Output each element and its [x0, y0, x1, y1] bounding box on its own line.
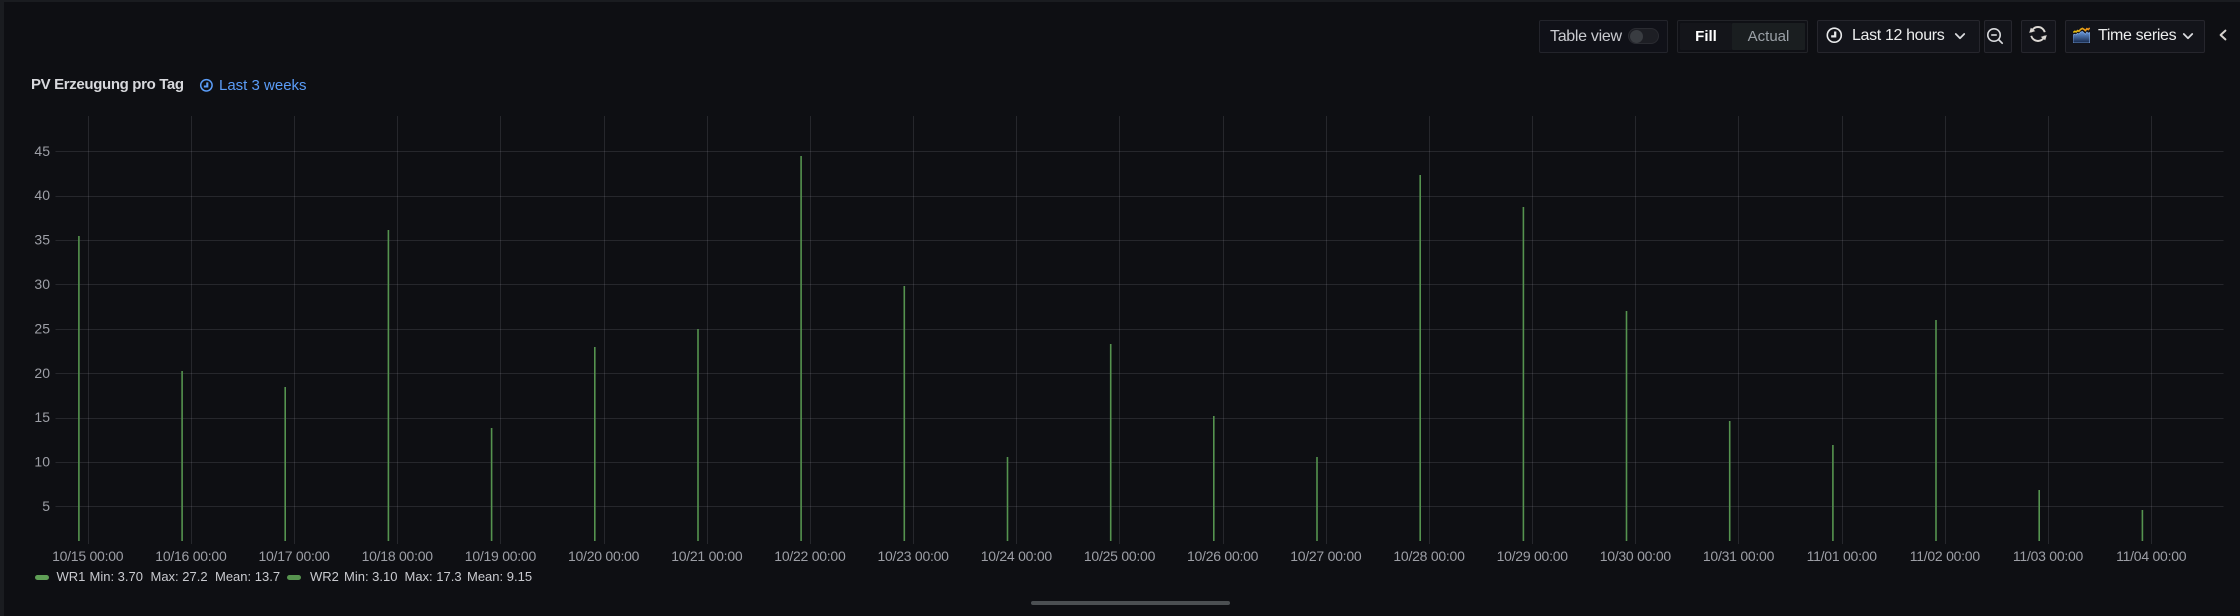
svg-text:10/27 00:00: 10/27 00:00	[1290, 548, 1362, 564]
svg-text:10/16 00:00: 10/16 00:00	[155, 548, 227, 564]
svg-text:10/19 00:00: 10/19 00:00	[465, 548, 537, 564]
svg-text:10/30 00:00: 10/30 00:00	[1600, 548, 1672, 564]
svg-text:40: 40	[34, 187, 50, 203]
svg-text:10/29 00:00: 10/29 00:00	[1497, 548, 1569, 564]
svg-text:11/04 00:00: 11/04 00:00	[2116, 548, 2187, 564]
svg-text:11/03 00:00: 11/03 00:00	[2013, 548, 2084, 564]
svg-text:10/20 00:00: 10/20 00:00	[568, 548, 640, 564]
svg-text:25: 25	[34, 320, 50, 336]
svg-text:10/21 00:00: 10/21 00:00	[671, 548, 743, 564]
svg-text:10/23 00:00: 10/23 00:00	[877, 548, 949, 564]
svg-text:20: 20	[34, 365, 50, 381]
svg-text:10/17 00:00: 10/17 00:00	[258, 548, 330, 564]
svg-text:10/28 00:00: 10/28 00:00	[1393, 548, 1465, 564]
svg-text:11/02 00:00: 11/02 00:00	[1910, 548, 1981, 564]
svg-text:10/15 00:00: 10/15 00:00	[52, 548, 124, 564]
svg-text:35: 35	[34, 232, 50, 248]
svg-text:45: 45	[34, 143, 50, 159]
svg-text:10/26 00:00: 10/26 00:00	[1187, 548, 1259, 564]
svg-text:10/25 00:00: 10/25 00:00	[1084, 548, 1156, 564]
svg-text:30: 30	[34, 276, 50, 292]
svg-text:5: 5	[42, 498, 50, 514]
svg-text:10: 10	[34, 454, 50, 470]
svg-text:15: 15	[34, 409, 50, 425]
svg-text:11/01 00:00: 11/01 00:00	[1807, 548, 1878, 564]
svg-text:10/24 00:00: 10/24 00:00	[981, 548, 1053, 564]
svg-text:10/18 00:00: 10/18 00:00	[362, 548, 434, 564]
svg-text:10/31 00:00: 10/31 00:00	[1703, 548, 1775, 564]
svg-text:10/22 00:00: 10/22 00:00	[774, 548, 846, 564]
